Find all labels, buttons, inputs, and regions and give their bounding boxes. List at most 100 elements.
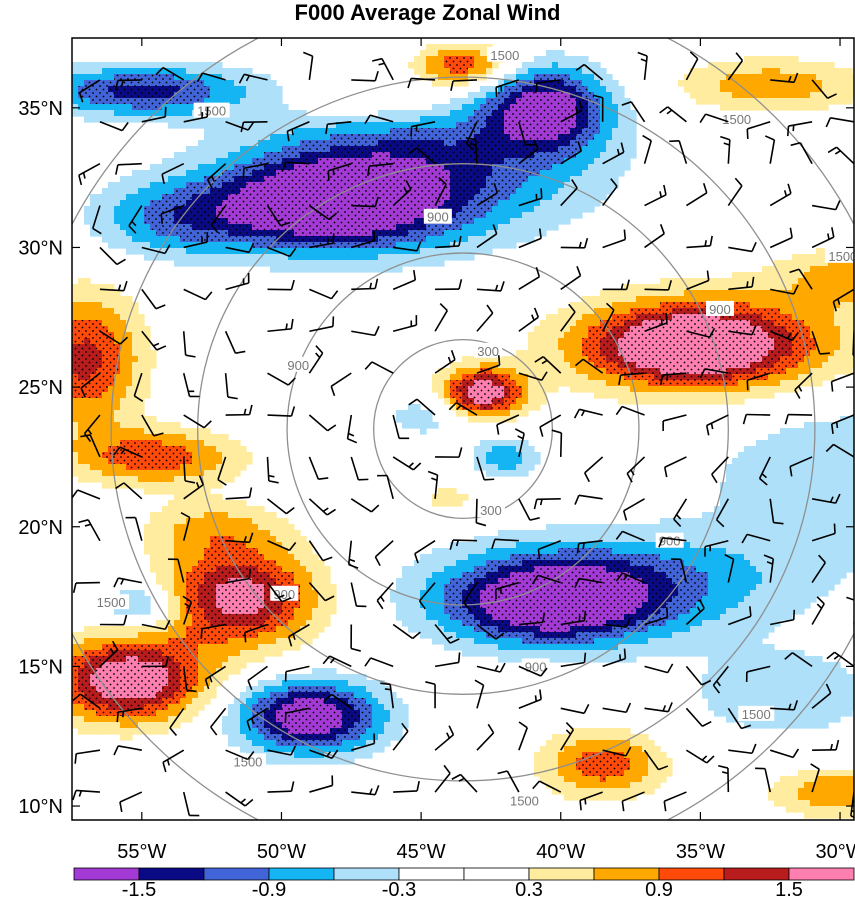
wind-cell — [744, 452, 751, 459]
wind-cell — [192, 452, 199, 459]
wind-cell — [576, 56, 583, 63]
wind-cell — [780, 458, 787, 465]
wind-cell — [222, 116, 229, 123]
wind-cell — [756, 296, 763, 303]
wind-cell — [198, 500, 205, 507]
wind-cell — [612, 380, 619, 387]
wind-cell — [342, 116, 349, 123]
wind-cell — [672, 392, 679, 399]
wind-cell — [576, 356, 583, 363]
wind-cell — [570, 56, 577, 63]
wind-cell — [774, 278, 781, 285]
wind-cell — [354, 128, 361, 135]
wind-cell — [822, 356, 829, 363]
wind-cell — [840, 362, 847, 369]
wind-cell — [78, 452, 85, 459]
wind-cell — [378, 266, 385, 273]
wind-cell — [780, 470, 787, 477]
wind-cell — [486, 86, 493, 93]
wind-cell — [210, 92, 217, 99]
wind-cell — [120, 176, 127, 183]
wind-cell — [846, 416, 853, 423]
wind-cell — [102, 236, 109, 243]
wind-cell — [762, 296, 769, 303]
wind-cell — [252, 92, 259, 99]
wind-cell — [768, 446, 775, 453]
wind-cell — [828, 350, 835, 357]
wind-cell — [552, 326, 559, 333]
wind-cell — [204, 248, 211, 255]
wind-cell — [600, 170, 607, 177]
wind-cell — [228, 92, 235, 99]
wind-cell — [732, 80, 739, 87]
wind-cell — [108, 392, 115, 399]
wind-cell — [798, 494, 805, 501]
wind-cell — [768, 386, 775, 393]
wind-cell — [786, 92, 793, 99]
wind-cell — [504, 356, 511, 363]
wind-cell — [738, 458, 745, 465]
wind-cell — [192, 122, 199, 129]
wind-cell — [798, 68, 805, 75]
wind-cell — [852, 482, 854, 489]
wind-cell — [312, 122, 319, 129]
wind-cell — [816, 470, 823, 477]
wind-cell — [138, 326, 145, 333]
wind-cell — [168, 104, 175, 111]
wind-cell — [510, 440, 517, 447]
wind-cell — [786, 56, 793, 63]
wind-cell — [588, 308, 595, 315]
wind-cell — [96, 74, 103, 81]
wind-cell — [744, 56, 751, 63]
wind-cell — [438, 380, 445, 387]
wind-cell — [762, 500, 769, 507]
wind-cell — [216, 248, 223, 255]
wind-cell — [228, 134, 235, 141]
wind-cell — [78, 476, 85, 483]
wind-cell — [258, 140, 265, 147]
wind-cell — [72, 308, 79, 315]
wind-cell — [822, 506, 829, 513]
wind-cell — [588, 314, 595, 321]
wind-cell — [168, 110, 175, 117]
wind-cell — [534, 368, 541, 375]
wind-cell — [126, 434, 133, 441]
wind-cell — [72, 404, 79, 411]
wind-cell — [174, 68, 181, 75]
wind-cell — [162, 62, 169, 69]
wind-cell — [498, 416, 505, 423]
wind-cell — [276, 86, 283, 93]
wind-cell — [288, 254, 295, 261]
wind-cell — [612, 116, 619, 123]
wind-cell — [474, 458, 481, 465]
wind-cell — [192, 254, 199, 261]
wind-cell — [426, 116, 433, 123]
wind-cell — [114, 422, 121, 429]
wind-cell — [588, 152, 595, 159]
wind-cell — [186, 500, 193, 507]
wind-cell — [360, 266, 367, 273]
wind-cell — [594, 86, 601, 93]
wind-cell — [522, 410, 529, 417]
wind-cell — [600, 386, 607, 393]
wind-cell — [234, 500, 241, 507]
wind-cell — [186, 464, 193, 471]
wind-cell — [432, 122, 439, 129]
wind-cell — [744, 86, 751, 93]
wind-cell — [480, 218, 487, 225]
wind-cell — [288, 110, 295, 117]
wind-cell — [576, 74, 583, 81]
wind-cell — [444, 236, 451, 243]
wind-cell — [720, 398, 727, 405]
wind-cell — [534, 68, 541, 75]
wind-cell — [528, 356, 535, 363]
wind-cell — [204, 428, 211, 435]
wind-cell — [162, 506, 169, 513]
wind-cell — [594, 146, 601, 153]
wind-cell — [732, 62, 739, 69]
wind-cell — [792, 428, 799, 435]
wind-cell — [84, 470, 91, 477]
wind-cell — [834, 476, 841, 483]
wind-cell — [498, 218, 505, 225]
wind-cell — [138, 470, 145, 477]
